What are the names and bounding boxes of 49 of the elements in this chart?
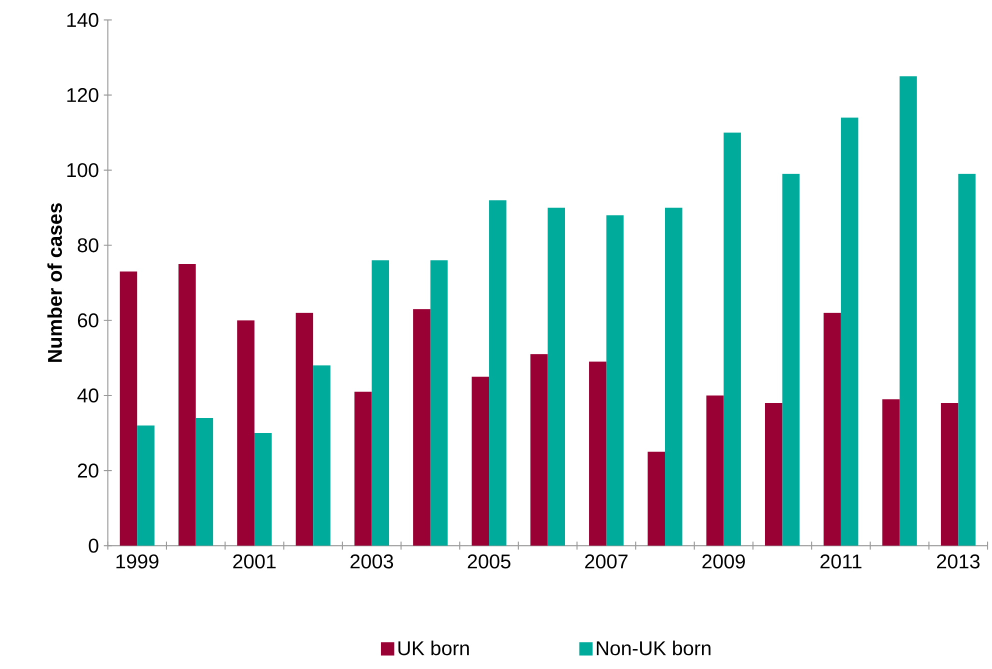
bar: [940, 402, 958, 546]
y-tick-label: 140: [67, 12, 98, 27]
bar: [372, 260, 390, 546]
y-tick-label: 120: [67, 88, 98, 102]
bar: [648, 452, 665, 546]
bar: [840, 117, 858, 546]
bar: [958, 174, 976, 546]
bar: [237, 320, 254, 546]
bar: [120, 271, 138, 546]
bar: [413, 308, 430, 546]
legend-label: UK born: [398, 640, 469, 656]
bar: [664, 207, 682, 546]
y-tick-label: 60: [78, 313, 98, 328]
bar: [882, 399, 900, 546]
x-tick-label: 2001: [233, 554, 276, 568]
y-tick-label: 20: [78, 463, 98, 478]
bar: [824, 312, 841, 546]
y-tick-label: 80: [78, 238, 98, 252]
legend-label: Non-UK born: [596, 640, 710, 656]
y-tick-label: 40: [77, 388, 98, 402]
x-tick-label: 1999: [116, 554, 158, 568]
x-tick-label: 2013: [937, 554, 980, 568]
bar: [530, 354, 548, 546]
bar: [296, 312, 314, 546]
y-tick-label: 100: [67, 162, 98, 178]
x-tick-label: 2007: [585, 554, 628, 568]
bar: [313, 365, 330, 546]
y-tick-label: 0: [88, 538, 98, 553]
bar: [606, 215, 624, 546]
bar: [430, 260, 448, 546]
x-tick-label: 2005: [468, 554, 510, 568]
bar: [764, 402, 782, 546]
y-axis-title: Number of cases: [47, 203, 62, 362]
bar: [900, 76, 917, 546]
bar: [489, 200, 506, 546]
x-tick-label: 2009: [702, 554, 745, 568]
bar: [548, 207, 565, 546]
bar: [196, 418, 214, 546]
bar: [254, 432, 272, 546]
bar: [724, 132, 741, 546]
bar: [706, 395, 724, 546]
x-tick-label: 2003: [350, 554, 394, 568]
bar: [472, 376, 490, 546]
x-tick-label: 2011: [820, 554, 862, 568]
bar: [178, 264, 196, 546]
bar: [782, 174, 800, 546]
bar: [589, 361, 606, 546]
bar: [137, 425, 154, 546]
bar: [354, 391, 372, 546]
